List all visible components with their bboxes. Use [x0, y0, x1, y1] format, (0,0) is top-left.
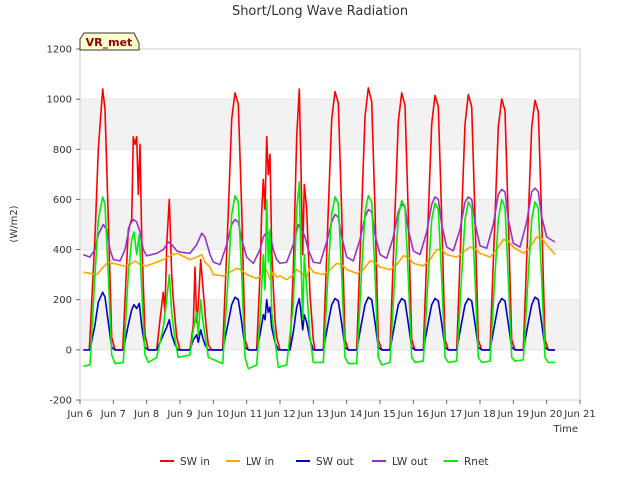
x-tick-label: Jun 10 — [197, 409, 230, 420]
y-tick-label: 1000 — [47, 95, 72, 106]
station-label: VR_met — [86, 36, 133, 49]
x-tick-label: Jun 14 — [330, 409, 363, 420]
x-tick-label: Jun 11 — [230, 409, 263, 420]
series-line-sw-in — [88, 87, 555, 351]
series-line-sw-out — [83, 291, 555, 351]
x-tick-label: Jun 8 — [133, 409, 159, 420]
series-lines — [83, 87, 556, 370]
series-line-rnet — [83, 181, 555, 370]
x-tick-label: Jun 12 — [263, 409, 296, 420]
y-axis-ticks: -200 0 200 400 600 800 1000 1200 — [47, 45, 80, 407]
x-tick-label: Jun 15 — [363, 409, 396, 420]
x-tick-label: Jun 16 — [397, 409, 430, 420]
y-tick-label: 0 — [66, 345, 72, 356]
series-line-lw-out — [83, 187, 556, 266]
x-tick-label: Jun 17 — [430, 409, 463, 420]
x-tick-label: Jun 13 — [297, 409, 330, 420]
plot-frame — [79, 48, 581, 401]
x-axis-ticks: Jun 6 Jun 7 Jun 8 Jun 9 Jun 10 Jun 11 Jun 12 Ju… — [66, 400, 596, 420]
legend-item-label: Rnet — [464, 456, 489, 468]
y-axis-label: (W/m2) — [9, 205, 20, 242]
x-axis-label: Time — [553, 424, 578, 435]
legend-item-label: SW out — [316, 456, 354, 468]
y-tick-label: 400 — [53, 245, 72, 256]
y-tick-label: 200 — [53, 295, 72, 306]
y-tick-label: 600 — [53, 195, 72, 206]
x-tick-label: Jun 21 — [563, 409, 596, 420]
y-tick-label: 800 — [53, 145, 72, 156]
station-badge: VR_met — [79, 32, 140, 51]
grid-band — [80, 299, 580, 350]
x-tick-label: Jun 9 — [166, 409, 192, 420]
station-badge-shape — [79, 32, 140, 51]
legend-item-label: LW out — [392, 456, 428, 468]
series-line-lw-in — [83, 236, 556, 281]
y-tick-label: -200 — [49, 396, 72, 407]
x-tick-label: Jun 7 — [100, 409, 126, 420]
y-tick-label: 1200 — [47, 45, 72, 56]
x-tick-label: Jun 6 — [66, 409, 92, 420]
x-tick-label: Jun 18 — [463, 409, 496, 420]
x-tick-label: Jun 20 — [530, 409, 563, 420]
legend-item-label: SW in — [180, 456, 210, 468]
legend: SW in LW in SW out LW out Rnet — [160, 456, 489, 468]
grid-band — [80, 99, 580, 150]
x-tick-label: Jun 19 — [497, 409, 530, 420]
legend-item-label: LW in — [246, 456, 274, 468]
plot-background — [80, 49, 580, 400]
chart-title: Short/Long Wave Radiation — [232, 4, 408, 19]
